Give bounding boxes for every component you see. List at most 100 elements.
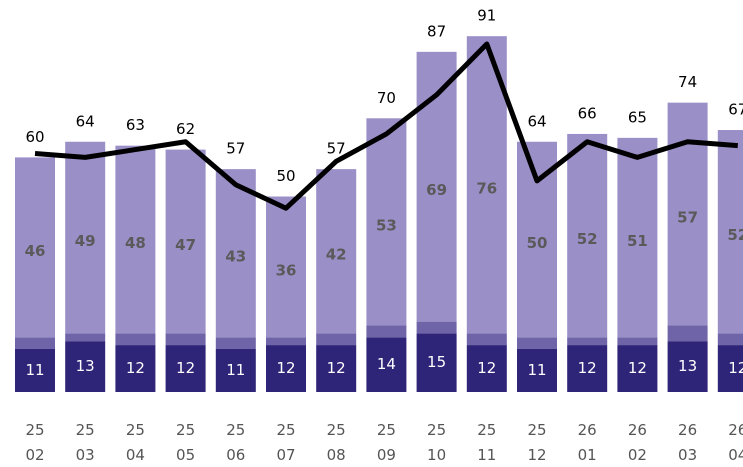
total-label: 62 bbox=[176, 120, 195, 138]
bar-segment bbox=[266, 345, 306, 392]
segment-label: 51 bbox=[627, 232, 648, 250]
x-tick-month: 02 bbox=[25, 446, 44, 464]
bar-segment bbox=[466, 333, 507, 346]
bar-segment bbox=[466, 345, 507, 392]
bar-segment bbox=[717, 345, 743, 392]
bar-segment bbox=[65, 333, 106, 342]
segment-label: 12 bbox=[477, 359, 496, 377]
segment-label: 76 bbox=[476, 179, 497, 197]
bar-segment bbox=[567, 133, 608, 338]
segment-label: 43 bbox=[225, 248, 246, 266]
segment-label: 53 bbox=[376, 216, 397, 234]
x-tick-month: 10 bbox=[427, 446, 446, 464]
x-tick-month: 05 bbox=[176, 446, 195, 464]
bar-segment bbox=[366, 325, 407, 338]
total-label: 64 bbox=[527, 112, 546, 130]
x-tick-label: 25 07 bbox=[276, 421, 295, 464]
x-tick-label: 26 01 bbox=[578, 421, 597, 464]
bar-segment bbox=[215, 348, 256, 392]
bar-segment bbox=[366, 337, 407, 392]
total-label: 57 bbox=[226, 140, 245, 158]
x-tick-label: 25 12 bbox=[527, 421, 546, 464]
x-tick-year: 25 bbox=[176, 421, 195, 439]
x-tick-month: 12 bbox=[527, 446, 546, 464]
bar-segment bbox=[65, 141, 106, 334]
bar-segment bbox=[617, 137, 658, 338]
bar-segment bbox=[165, 333, 206, 346]
bar-segment bbox=[15, 337, 55, 349]
bar-segment bbox=[266, 337, 306, 346]
x-tick-label: 25 04 bbox=[126, 421, 145, 464]
segment-label: 12 bbox=[728, 359, 743, 377]
segment-label: 13 bbox=[678, 357, 697, 375]
total-label: 74 bbox=[678, 73, 697, 91]
segment-label: 52 bbox=[577, 230, 598, 248]
bar-segment bbox=[567, 337, 608, 346]
x-tick-label: 26 02 bbox=[628, 421, 647, 464]
bar-segment bbox=[567, 345, 608, 392]
x-tick-year: 25 bbox=[25, 421, 44, 439]
total-label: 70 bbox=[377, 89, 396, 107]
segment-label: 52 bbox=[727, 226, 743, 244]
bar-segment bbox=[667, 341, 708, 392]
total-label: 87 bbox=[427, 22, 446, 40]
x-tick-year: 25 bbox=[76, 421, 95, 439]
segment-label: 14 bbox=[377, 355, 396, 373]
segment-label: 12 bbox=[578, 359, 597, 377]
bar-segment bbox=[15, 157, 55, 338]
segment-label: 50 bbox=[527, 234, 548, 252]
segment-label: 12 bbox=[628, 359, 647, 377]
total-label: 63 bbox=[126, 116, 145, 134]
x-tick-month: 01 bbox=[578, 446, 597, 464]
x-tick-year: 26 bbox=[678, 421, 697, 439]
x-tick-year: 25 bbox=[427, 421, 446, 439]
x-tick-month: 04 bbox=[728, 446, 743, 464]
x-tick-month: 08 bbox=[327, 446, 346, 464]
x-tick-year: 26 bbox=[628, 421, 647, 439]
segment-label: 48 bbox=[125, 234, 146, 252]
bar-segment bbox=[316, 333, 357, 346]
segment-label: 13 bbox=[76, 357, 95, 375]
x-tick-label: 25 06 bbox=[226, 421, 245, 464]
x-tick-label: 26 04 bbox=[728, 421, 743, 464]
x-tick-month: 06 bbox=[226, 446, 245, 464]
bar-segment bbox=[316, 169, 357, 334]
segment-label: 11 bbox=[25, 361, 44, 379]
bar-segment bbox=[717, 333, 743, 346]
x-tick-month: 07 bbox=[276, 446, 295, 464]
total-label: 66 bbox=[578, 104, 597, 122]
x-tick-label: 25 08 bbox=[327, 421, 346, 464]
segment-label: 11 bbox=[527, 361, 546, 379]
x-tick-year: 25 bbox=[327, 421, 346, 439]
segment-label: 15 bbox=[427, 353, 446, 371]
total-label: 50 bbox=[276, 167, 295, 185]
x-tick-year: 26 bbox=[728, 421, 743, 439]
segment-label: 36 bbox=[276, 261, 297, 279]
x-tick-month: 11 bbox=[477, 446, 496, 464]
bar-segment bbox=[15, 348, 55, 392]
bar-segment bbox=[416, 321, 457, 334]
x-tick-label: 25 02 bbox=[25, 421, 44, 464]
total-label: 67 bbox=[728, 101, 743, 119]
x-tick-year: 25 bbox=[276, 421, 295, 439]
bar-segment bbox=[165, 345, 206, 392]
bar-segment bbox=[266, 196, 306, 338]
total-label: 57 bbox=[327, 140, 346, 158]
total-label: 65 bbox=[628, 108, 647, 126]
x-tick-label: 25 05 bbox=[176, 421, 195, 464]
bar-segment bbox=[617, 337, 658, 346]
x-tick-month: 02 bbox=[628, 446, 647, 464]
x-tick-month: 03 bbox=[76, 446, 95, 464]
segment-label: 57 bbox=[677, 209, 698, 227]
x-tick-year: 25 bbox=[527, 421, 546, 439]
x-tick-year: 25 bbox=[126, 421, 145, 439]
bar-segment bbox=[215, 169, 256, 338]
bar-segment bbox=[115, 345, 156, 392]
bar-segment bbox=[165, 149, 206, 334]
bar-segment bbox=[717, 130, 743, 334]
x-tick-label: 25 10 bbox=[427, 421, 446, 464]
bar-segment bbox=[517, 348, 557, 392]
segment-label: 46 bbox=[25, 242, 46, 260]
x-tick-year: 25 bbox=[377, 421, 396, 439]
